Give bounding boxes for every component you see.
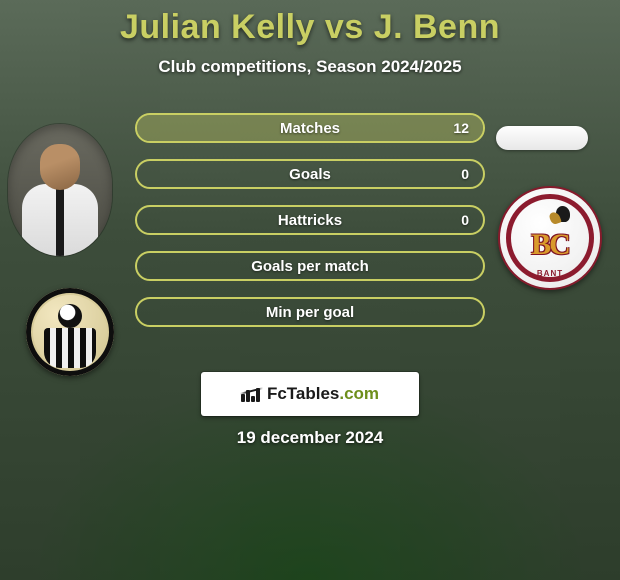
stat-bar: Goals 0 xyxy=(135,159,485,189)
badge-ball-icon xyxy=(58,304,82,328)
badge-subtext: BANT xyxy=(500,269,600,278)
subtitle: Club competitions, Season 2024/2025 xyxy=(0,57,620,77)
player1-club-badge xyxy=(26,288,114,376)
stat-value: 0 xyxy=(461,212,469,228)
vs-label: vs xyxy=(325,8,364,46)
stat-bar: Goals per match xyxy=(135,251,485,281)
stat-label: Matches xyxy=(280,120,340,137)
player2-portrait-placeholder xyxy=(496,126,588,150)
stat-label: Min per goal xyxy=(266,304,354,321)
brand-chart-icon xyxy=(241,386,261,402)
rooster-icon xyxy=(550,202,578,230)
brand-badge: FcTables.com xyxy=(201,372,419,416)
stat-value: 12 xyxy=(453,120,469,136)
player1-portrait xyxy=(8,124,112,256)
stat-label: Goals per match xyxy=(251,258,369,275)
stat-bar: Min per goal xyxy=(135,297,485,327)
stat-bar: Hattricks 0 xyxy=(135,205,485,235)
brand-text: FcTables.com xyxy=(267,384,379,404)
player2-name: J. Benn xyxy=(374,8,500,46)
player2-club-badge: BC BANT xyxy=(498,186,602,290)
portrait-kit-stripe xyxy=(56,184,64,256)
brand-suffix: .com xyxy=(339,384,379,403)
badge-stripes-icon xyxy=(44,328,96,368)
brand-main: FcTables xyxy=(267,384,339,403)
player1-name: Julian Kelly xyxy=(120,8,315,46)
stat-label: Goals xyxy=(289,166,331,183)
stat-bars: Matches 12 Goals 0 Hattricks 0 Goals per match… xyxy=(135,113,485,327)
page-title: Julian Kelly vs J. Benn xyxy=(0,8,620,47)
stat-value: 0 xyxy=(461,166,469,182)
footer-date: 19 december 2024 xyxy=(0,428,620,448)
stat-bar: Matches 12 xyxy=(135,113,485,143)
stat-label: Hattricks xyxy=(278,212,342,229)
portrait-head xyxy=(40,144,80,190)
badge-letters: BC xyxy=(500,228,600,262)
